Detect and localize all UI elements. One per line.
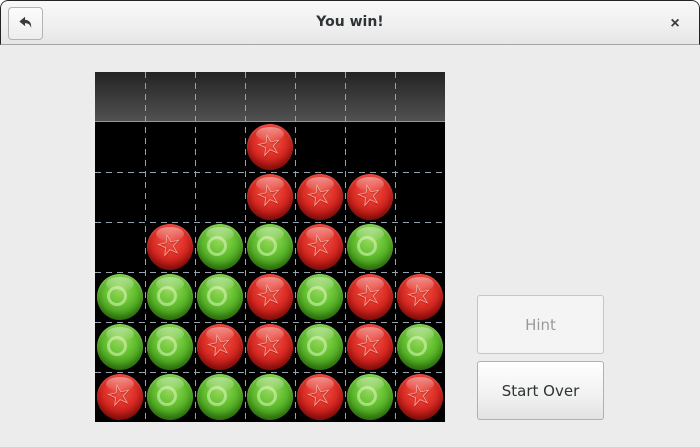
star-icon: ☆ [251,325,286,366]
star-icon: ☆ [351,275,386,316]
red-ball[interactable]: ☆ [297,224,343,270]
red-ball[interactable]: ☆ [147,224,193,270]
star-icon: ☆ [251,125,286,166]
window-title: You win! [316,14,384,30]
drop-zone [95,72,445,122]
headerbar: You win! × [0,0,700,45]
ring-icon [257,386,277,406]
close-button[interactable]: × [663,12,687,36]
red-ball[interactable]: ☆ [297,374,343,420]
back-arrow-icon [17,14,34,34]
green-ball[interactable] [297,274,343,320]
green-ball[interactable] [147,374,193,420]
star-icon: ☆ [351,325,386,366]
red-ball[interactable]: ☆ [247,274,293,320]
ring-icon [157,286,177,306]
ring-icon [107,336,127,356]
ring-icon [257,236,277,256]
star-icon: ☆ [401,375,436,416]
red-ball[interactable]: ☆ [347,324,393,370]
star-icon: ☆ [301,375,336,416]
red-ball[interactable]: ☆ [97,374,143,420]
grid-line-vertical [145,72,146,422]
red-ball[interactable]: ☆ [247,174,293,220]
red-ball[interactable]: ☆ [347,174,393,220]
ring-icon [307,286,327,306]
green-ball[interactable] [147,274,193,320]
green-ball[interactable] [97,274,143,320]
green-ball[interactable] [197,224,243,270]
red-ball[interactable]: ☆ [197,324,243,370]
game-board[interactable]: ☆ ☆ ☆ ☆ ☆ ☆ ☆ ☆ ☆ ☆ ☆ ☆ ☆ ☆ ☆ [95,72,445,422]
star-icon: ☆ [351,175,386,216]
grid-line-horizontal [95,222,445,223]
ring-icon [207,386,227,406]
ring-icon [407,336,427,356]
start-over-button[interactable]: Start Over [477,361,604,420]
grid-line-horizontal [95,322,445,323]
green-ball[interactable] [197,274,243,320]
grid-line-vertical [245,72,246,422]
green-ball[interactable] [97,324,143,370]
ring-icon [357,236,377,256]
red-ball[interactable]: ☆ [247,124,293,170]
green-ball[interactable] [247,374,293,420]
green-ball[interactable] [247,224,293,270]
star-icon: ☆ [151,225,186,266]
star-icon: ☆ [251,275,286,316]
star-icon: ☆ [101,375,136,416]
grid-line-vertical [195,72,196,422]
red-ball[interactable]: ☆ [397,374,443,420]
green-ball[interactable] [147,324,193,370]
red-ball[interactable]: ☆ [297,174,343,220]
green-ball[interactable] [197,374,243,420]
grid-line-horizontal [95,372,445,373]
red-ball[interactable]: ☆ [347,274,393,320]
green-ball[interactable] [297,324,343,370]
star-icon: ☆ [401,275,436,316]
red-ball[interactable]: ☆ [397,274,443,320]
star-icon: ☆ [301,175,336,216]
ring-icon [157,386,177,406]
ring-icon [107,286,127,306]
ring-icon [207,236,227,256]
green-ball[interactable] [347,224,393,270]
ring-icon [357,386,377,406]
star-icon: ☆ [251,175,286,216]
red-ball[interactable]: ☆ [247,324,293,370]
grid-line-vertical [295,72,296,422]
grid-line-vertical [395,72,396,422]
ring-icon [157,336,177,356]
grid-line-horizontal [95,272,445,273]
grid-line-vertical [345,72,346,422]
star-icon: ☆ [301,225,336,266]
ring-icon [207,286,227,306]
hint-button[interactable]: Hint [477,295,604,354]
ring-icon [307,336,327,356]
green-ball[interactable] [347,374,393,420]
green-ball[interactable] [397,324,443,370]
back-button[interactable] [8,7,43,40]
star-icon: ☆ [201,325,236,366]
grid-line-horizontal [95,172,445,173]
